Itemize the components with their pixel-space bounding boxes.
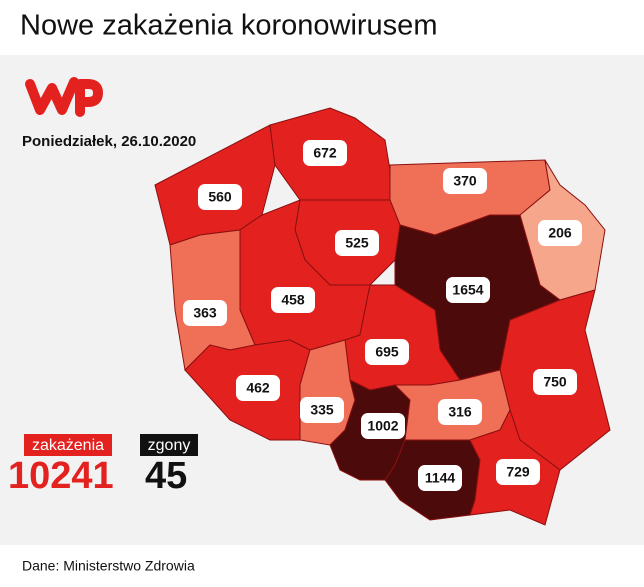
deaths-label-box [140, 434, 198, 456]
region-value: 695 [375, 344, 399, 360]
region-value: 370 [453, 173, 477, 189]
region-value: 525 [345, 235, 369, 251]
logo [25, 77, 103, 117]
logo-p [75, 79, 103, 117]
value-box [496, 459, 540, 485]
title: Nowe zakażenia koronowirusem [20, 10, 437, 42]
value-box [183, 300, 227, 326]
value-box [418, 465, 462, 491]
source: Dane: Ministerstwo Zdrowia [22, 558, 195, 574]
region-value: 750 [543, 374, 567, 390]
value-box [271, 287, 315, 313]
value-box [533, 369, 577, 395]
region-value: 335 [310, 402, 334, 418]
cases-label: zakażenia [32, 437, 104, 454]
region-value: 462 [246, 380, 270, 396]
region-value: 1144 [425, 470, 456, 486]
value-box [443, 168, 487, 194]
value-box [538, 220, 582, 246]
date: Poniedziałek, 26.10.2020 [22, 133, 196, 150]
value-box [198, 184, 242, 210]
value-box [361, 413, 405, 439]
value-box [446, 277, 490, 303]
value-box [335, 230, 379, 256]
region-value: 206 [548, 225, 572, 241]
region-value: 560 [208, 189, 232, 205]
value-box [300, 397, 344, 423]
map: 560 672 370 206 525 1654 458 363 695 750 462 335 100… [154, 107, 611, 526]
logo-w [25, 77, 79, 115]
cases-label-box [24, 434, 112, 456]
cases-total: 10241 [8, 455, 114, 497]
region-value: 363 [193, 305, 217, 321]
value-box [236, 375, 280, 401]
region-value: 316 [448, 404, 472, 420]
region-value: 1002 [367, 418, 398, 434]
deaths-label: zgony [148, 437, 191, 454]
value-box [438, 399, 482, 425]
deaths-total: 45 [145, 455, 187, 497]
value-box [303, 140, 347, 166]
value-box [365, 339, 409, 365]
region-value: 1654 [452, 282, 483, 298]
region-value: 672 [313, 145, 337, 161]
region-value: 729 [506, 464, 530, 480]
region-value: 458 [281, 292, 305, 308]
